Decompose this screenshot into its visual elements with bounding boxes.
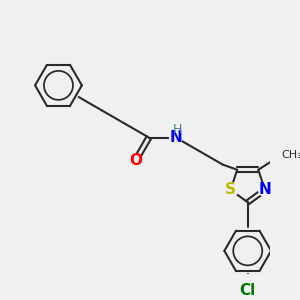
Text: N: N: [169, 130, 182, 145]
Circle shape: [273, 152, 283, 163]
Circle shape: [128, 154, 142, 168]
Circle shape: [240, 282, 256, 298]
Text: O: O: [129, 154, 142, 169]
Circle shape: [259, 184, 271, 196]
Text: H: H: [173, 123, 182, 136]
Text: S: S: [225, 182, 236, 197]
Circle shape: [224, 183, 238, 197]
Circle shape: [169, 131, 182, 144]
Text: Cl: Cl: [240, 283, 256, 298]
Text: CH₃: CH₃: [282, 150, 300, 160]
Text: N: N: [259, 182, 271, 197]
